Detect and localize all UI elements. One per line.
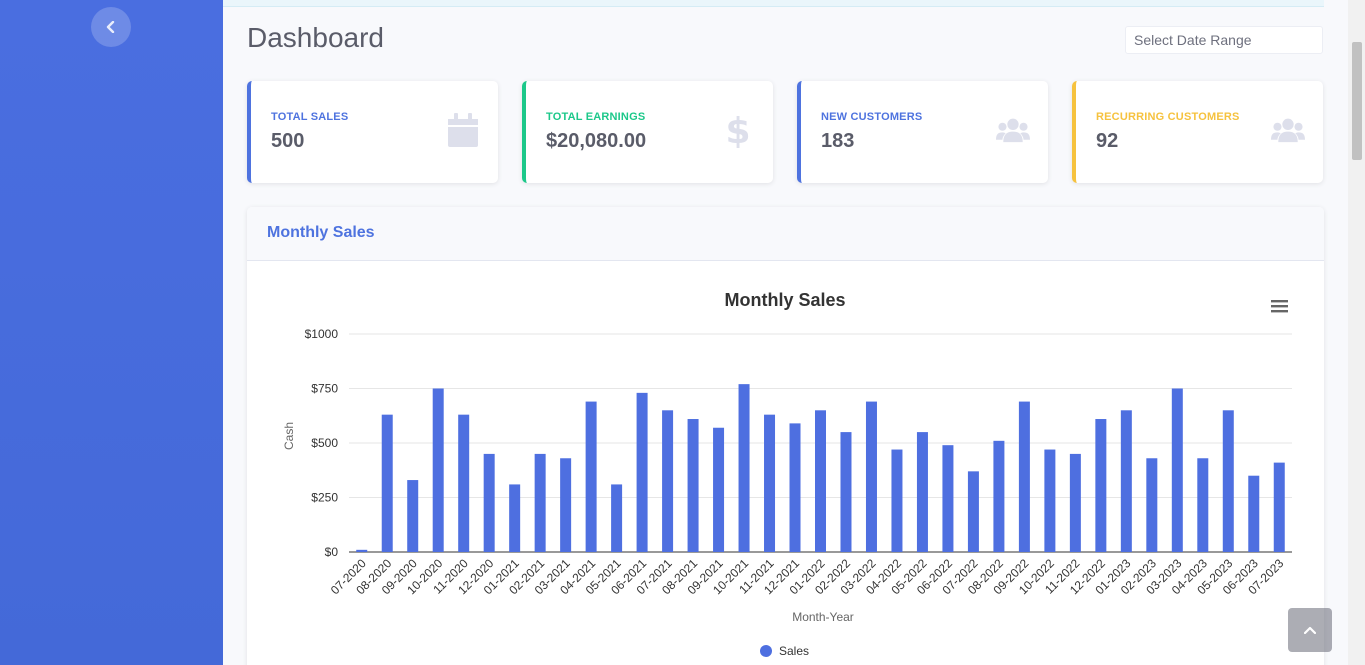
calendar-icon (446, 113, 480, 147)
bar[interactable] (1197, 458, 1209, 552)
card-label: RECURRING CUSTOMERS (1096, 111, 1240, 123)
card-total-earnings: TOTAL EARNINGS $20,080.00 $ (522, 81, 773, 183)
scrollbar-thumb[interactable] (1352, 42, 1362, 160)
card-label: TOTAL SALES (271, 111, 349, 123)
bar[interactable] (483, 453, 495, 552)
bar[interactable] (458, 414, 470, 552)
bar[interactable] (840, 432, 852, 552)
bar[interactable] (865, 401, 877, 552)
y-tick-label: $250 (311, 491, 338, 505)
y-tick-label: $0 (325, 545, 339, 559)
panel-header: Monthly Sales (247, 207, 1324, 261)
bar[interactable] (1273, 462, 1285, 552)
sidebar (0, 0, 223, 665)
bar[interactable] (356, 549, 368, 552)
top-strip (223, 0, 1324, 7)
chevron-up-icon (1304, 626, 1316, 634)
bar[interactable] (1146, 458, 1158, 552)
bar[interactable] (432, 388, 444, 553)
page-title: Dashboard (247, 22, 384, 53)
bar[interactable] (509, 484, 521, 552)
card-value: 92 (1096, 130, 1119, 152)
main-content: Dashboard TOTAL SALES 500 TOTAL EARNINGS… (223, 0, 1348, 665)
card-new-customers: NEW CUSTOMERS 183 (797, 81, 1048, 183)
y-tick-label: $1000 (305, 327, 339, 341)
chevron-left-icon (106, 21, 115, 33)
card-recurring-customers: RECURRING CUSTOMERS 92 (1072, 81, 1323, 183)
card-label: NEW CUSTOMERS (821, 111, 923, 123)
monthly-sales-chart: $0$250$500$750$1000 07-202008-202009-202… (282, 290, 1293, 658)
card-total-sales: TOTAL SALES 500 (247, 81, 498, 183)
card-label: TOTAL EARNINGS (546, 111, 646, 123)
bar[interactable] (916, 432, 928, 552)
chart-title: Monthly Sales (724, 290, 845, 310)
bar[interactable] (815, 410, 826, 552)
y-tick-label: $750 (311, 382, 338, 396)
x-axis-label: Month-Year (792, 610, 854, 624)
bar[interactable] (611, 484, 623, 552)
bar[interactable] (534, 453, 546, 552)
bar[interactable] (942, 445, 954, 552)
panel-title: Monthly Sales (267, 224, 375, 241)
bar[interactable] (764, 414, 776, 552)
bar[interactable] (1095, 419, 1107, 552)
bar[interactable] (1248, 475, 1260, 552)
bar[interactable] (560, 458, 572, 552)
scroll-to-top-button[interactable] (1288, 608, 1332, 652)
legend-marker (760, 645, 772, 657)
legend-label: Sales (779, 644, 809, 658)
bar[interactable] (1044, 449, 1056, 552)
bar[interactable] (1018, 401, 1030, 552)
svg-text:$: $ (727, 112, 749, 148)
bar[interactable] (967, 471, 979, 552)
scrollbar[interactable] (1348, 0, 1365, 665)
users-icon (1271, 113, 1305, 147)
card-value: 500 (271, 130, 305, 152)
bar[interactable] (662, 410, 674, 552)
bar[interactable] (1222, 410, 1234, 552)
bar[interactable] (891, 449, 903, 552)
sidebar-toggle-button[interactable] (91, 7, 131, 47)
y-axis-label: Cash (282, 422, 296, 450)
hamburger-menu-icon[interactable] (1269, 299, 1293, 321)
users-icon (996, 113, 1030, 147)
bar[interactable] (738, 384, 750, 552)
bar[interactable] (1120, 410, 1132, 552)
bar[interactable] (636, 392, 648, 552)
bar[interactable] (993, 440, 1005, 552)
legend[interactable]: Sales (760, 644, 809, 658)
bar[interactable] (789, 423, 801, 552)
y-tick-label: $500 (311, 436, 338, 450)
date-range-input[interactable] (1125, 26, 1323, 54)
bar[interactable] (1069, 453, 1081, 552)
bar[interactable] (687, 419, 699, 552)
bar[interactable] (407, 480, 419, 552)
bar[interactable] (1171, 388, 1183, 553)
monthly-sales-panel: Monthly Sales $0 $250 $500 $750 $1000 07-202… (247, 207, 1324, 665)
bar[interactable] (713, 427, 725, 552)
card-value: $20,080.00 (546, 130, 647, 152)
bar[interactable] (585, 401, 597, 552)
bar[interactable] (381, 414, 393, 552)
dollar-icon: $ (721, 112, 755, 148)
card-value: 183 (821, 130, 855, 152)
